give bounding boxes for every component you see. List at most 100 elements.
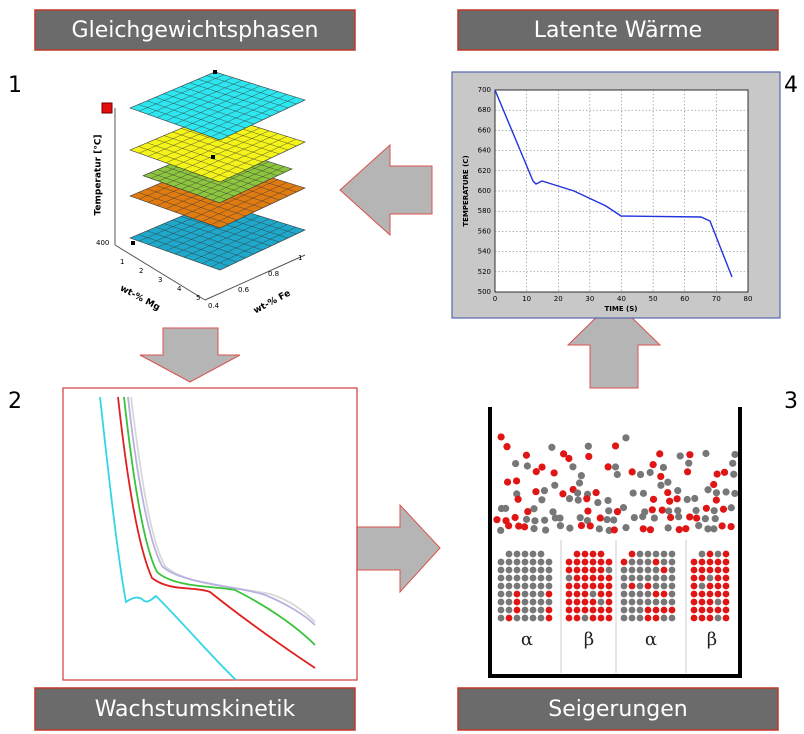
particle [514,607,521,614]
particle [715,551,722,558]
tick-label: 60 [680,295,689,303]
particle [699,599,706,606]
particle [669,583,676,590]
beaker: α β α β [490,407,740,676]
particle [711,507,718,514]
particle [498,599,505,606]
particle [585,453,592,460]
particle [551,482,558,489]
particle [707,575,714,582]
particle [699,583,706,590]
particle [583,495,590,502]
particle [546,607,553,614]
particle [692,507,699,514]
particle [629,583,636,590]
particle [691,583,698,590]
tick-label: 3 [158,276,162,284]
particle [590,551,597,558]
particle [629,567,636,574]
particle [650,496,657,503]
particle [523,452,530,459]
particle [629,599,636,606]
particle [669,591,676,598]
particle [731,490,738,497]
particle [521,523,528,530]
particle [645,583,652,590]
marker [213,70,217,74]
particle [669,575,676,582]
particle [522,551,529,558]
particle [723,607,730,614]
particle [669,559,676,566]
particle [512,460,519,467]
particle [664,479,671,486]
particle [691,575,698,582]
particle [653,591,660,598]
particle [649,506,656,513]
particle [661,559,668,566]
particle [674,495,681,502]
particle [661,591,668,598]
title: Seigerungen [548,697,688,722]
particle [629,575,636,582]
particle [598,615,605,622]
particle [522,575,529,582]
particle [674,507,681,514]
tick-label: 520 [478,268,491,276]
particle [514,575,521,582]
particle [531,517,538,524]
particle [691,607,698,614]
particle [566,599,573,606]
particle [707,551,714,558]
axis-label: wt-% Mg [118,284,161,313]
particle [557,522,564,529]
particle [661,607,668,614]
particle [723,567,730,574]
kinetics-frame [63,388,357,680]
particle [691,495,698,502]
particle [699,575,706,582]
particle [574,575,581,582]
particle [530,599,537,606]
tick-label: 500 [478,288,491,296]
particle [707,583,714,590]
marker [211,155,215,159]
particle [710,525,717,532]
particle [566,591,573,598]
particle [622,524,629,531]
particle [647,526,654,533]
particle [542,526,549,533]
particle [574,607,581,614]
particle [661,551,668,558]
particle [574,489,581,496]
particle [640,490,647,497]
particle [530,607,537,614]
particle [566,615,573,622]
particle [695,522,702,529]
phase-label: β [584,629,594,650]
step-number: 1 [8,73,22,98]
particle [522,599,529,606]
particle [514,567,521,574]
particle [604,497,611,504]
particle [506,591,513,598]
particle [656,450,663,457]
particle [575,497,582,504]
tick-label: 540 [478,248,491,256]
particle [699,591,706,598]
particle [637,607,644,614]
particle [661,599,668,606]
particle [530,551,537,558]
particle [514,496,521,503]
particle [606,607,613,614]
particle [653,575,660,582]
particle [546,559,553,566]
particle [621,591,628,598]
particle [714,470,721,477]
particle [669,567,676,574]
particle [590,615,597,622]
particle [723,575,730,582]
particle [707,559,714,566]
particle [538,599,545,606]
diagram: Gleichgewichtsphasen Latente Wärme Wachs… [0,0,804,734]
